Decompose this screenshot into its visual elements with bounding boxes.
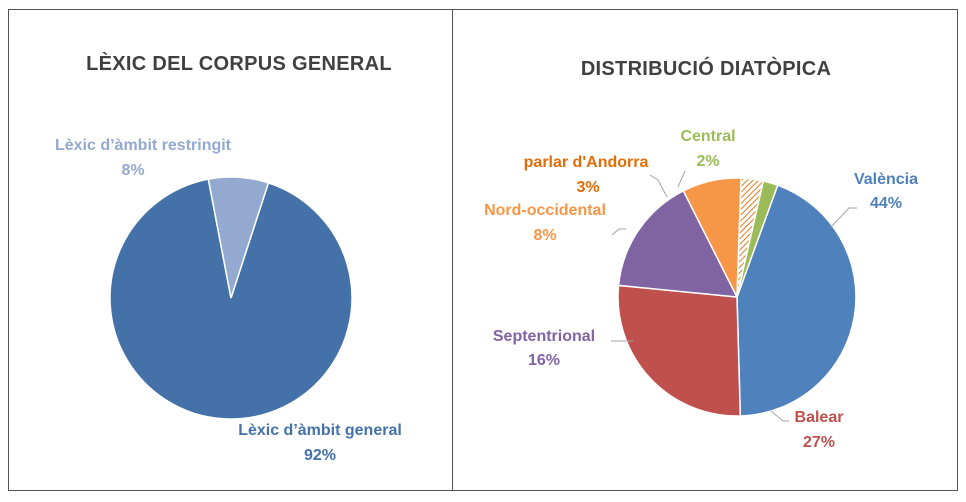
leader-line-valencia (830, 207, 857, 228)
slice-label-central: Central 2% (680, 128, 735, 170)
slice-label-text: parlar d'Andorra (524, 154, 649, 171)
slice-label-text: Septentrional (493, 328, 595, 345)
diatopic-pie-chart: DISTRIBUCIÓ DIATÒPICA València 44% Balea… (484, 56, 918, 451)
pie-slice-lexic-d-ambit-general (109, 178, 353, 420)
pie-slice-valencia (736, 184, 857, 417)
slice-label-nord-occidental: Nord-occidental 8% (484, 202, 606, 244)
slice-label-balear: Balear 27% (795, 409, 844, 451)
pie-slice-septentrional (617, 189, 739, 298)
slice-label-general: Lèxic d’àmbit general 92% (238, 422, 402, 464)
slice-label-text: Lèxic d’àmbit general (238, 422, 402, 439)
slice-label-text: València (854, 171, 918, 188)
slice-value-text: 16% (528, 352, 560, 369)
leader-line-central (677, 170, 686, 188)
left-chart-panel: LÈXIC DEL CORPUS GENERAL Lèxic d’àmbit r… (8, 9, 453, 491)
chart-title: DISTRIBUCIÓ DIATÒPICA (581, 56, 831, 80)
slice-value-text: 8% (533, 227, 556, 244)
leader-line-balear (770, 410, 789, 422)
chart-title: LÈXIC DEL CORPUS GENERAL (86, 52, 392, 75)
pie-slice-central (736, 180, 779, 298)
slice-label-text: Lèxic d’àmbit restringit (55, 137, 232, 154)
slice-value-text: 92% (304, 447, 336, 464)
leader-line-nord-occidental (611, 228, 626, 236)
slice-label-restringit: Lèxic d’àmbit restringit 8% (55, 137, 232, 179)
pie-slice-lexic-d-ambit-restringit (207, 176, 270, 299)
slice-value-text: 2% (696, 153, 719, 170)
slice-label-text: Balear (795, 409, 844, 426)
pie-slice-balear (617, 284, 742, 417)
slice-label-valencia: València 44% (854, 171, 918, 212)
leader-lines (611, 170, 857, 422)
slice-label-text: Central (680, 128, 735, 145)
slice-label-septentrional: Septentrional 16% (493, 328, 595, 369)
right-chart-panel: DISTRIBUCIÓ DIATÒPICA València 44% Balea… (452, 9, 958, 491)
leader-line-andorra (649, 174, 668, 198)
pie-slices (109, 176, 353, 420)
slice-value-text: 8% (121, 162, 144, 179)
slice-label-andorra: parlar d'Andorra 3% (524, 154, 649, 196)
slice-label-text: Nord-occidental (484, 202, 606, 219)
slice-value-text: 3% (576, 179, 599, 196)
slice-value-text: 27% (803, 434, 835, 451)
pie-slices (617, 177, 857, 417)
slice-value-text: 44% (870, 195, 902, 212)
corpus-pie-chart: LÈXIC DEL CORPUS GENERAL Lèxic d’àmbit r… (55, 52, 402, 464)
